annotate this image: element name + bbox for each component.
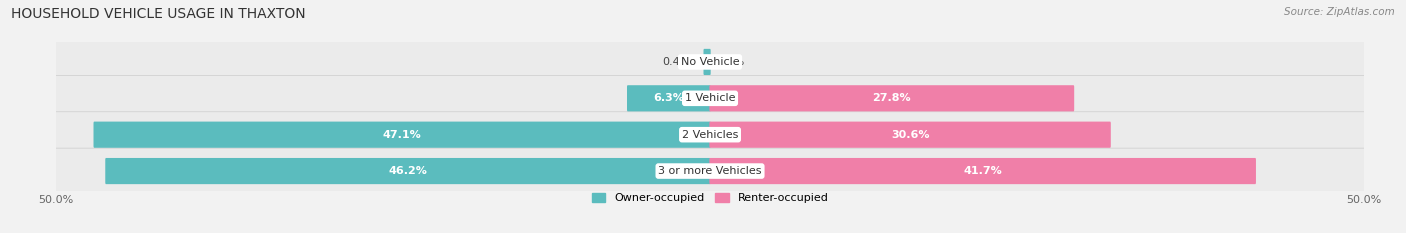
- Text: 46.2%: 46.2%: [388, 166, 427, 176]
- FancyBboxPatch shape: [627, 85, 710, 111]
- FancyBboxPatch shape: [55, 75, 1365, 121]
- Text: 1 Vehicle: 1 Vehicle: [685, 93, 735, 103]
- FancyBboxPatch shape: [55, 39, 1365, 85]
- FancyBboxPatch shape: [703, 49, 710, 75]
- FancyBboxPatch shape: [55, 148, 1365, 194]
- Text: 27.8%: 27.8%: [873, 93, 911, 103]
- Text: Source: ZipAtlas.com: Source: ZipAtlas.com: [1284, 7, 1395, 17]
- Text: HOUSEHOLD VEHICLE USAGE IN THAXTON: HOUSEHOLD VEHICLE USAGE IN THAXTON: [11, 7, 307, 21]
- FancyBboxPatch shape: [710, 158, 1256, 184]
- Text: 30.6%: 30.6%: [891, 130, 929, 140]
- Text: 0.0%: 0.0%: [717, 57, 745, 67]
- FancyBboxPatch shape: [105, 158, 710, 184]
- Text: 41.7%: 41.7%: [963, 166, 1002, 176]
- FancyBboxPatch shape: [94, 122, 710, 148]
- Text: 3 or more Vehicles: 3 or more Vehicles: [658, 166, 762, 176]
- Text: 6.3%: 6.3%: [654, 93, 685, 103]
- Legend: Owner-occupied, Renter-occupied: Owner-occupied, Renter-occupied: [588, 188, 832, 208]
- Text: No Vehicle: No Vehicle: [681, 57, 740, 67]
- FancyBboxPatch shape: [710, 85, 1074, 111]
- FancyBboxPatch shape: [55, 112, 1365, 158]
- FancyBboxPatch shape: [710, 122, 1111, 148]
- Text: 47.1%: 47.1%: [382, 130, 422, 140]
- Text: 2 Vehicles: 2 Vehicles: [682, 130, 738, 140]
- Text: 0.45%: 0.45%: [662, 57, 697, 67]
